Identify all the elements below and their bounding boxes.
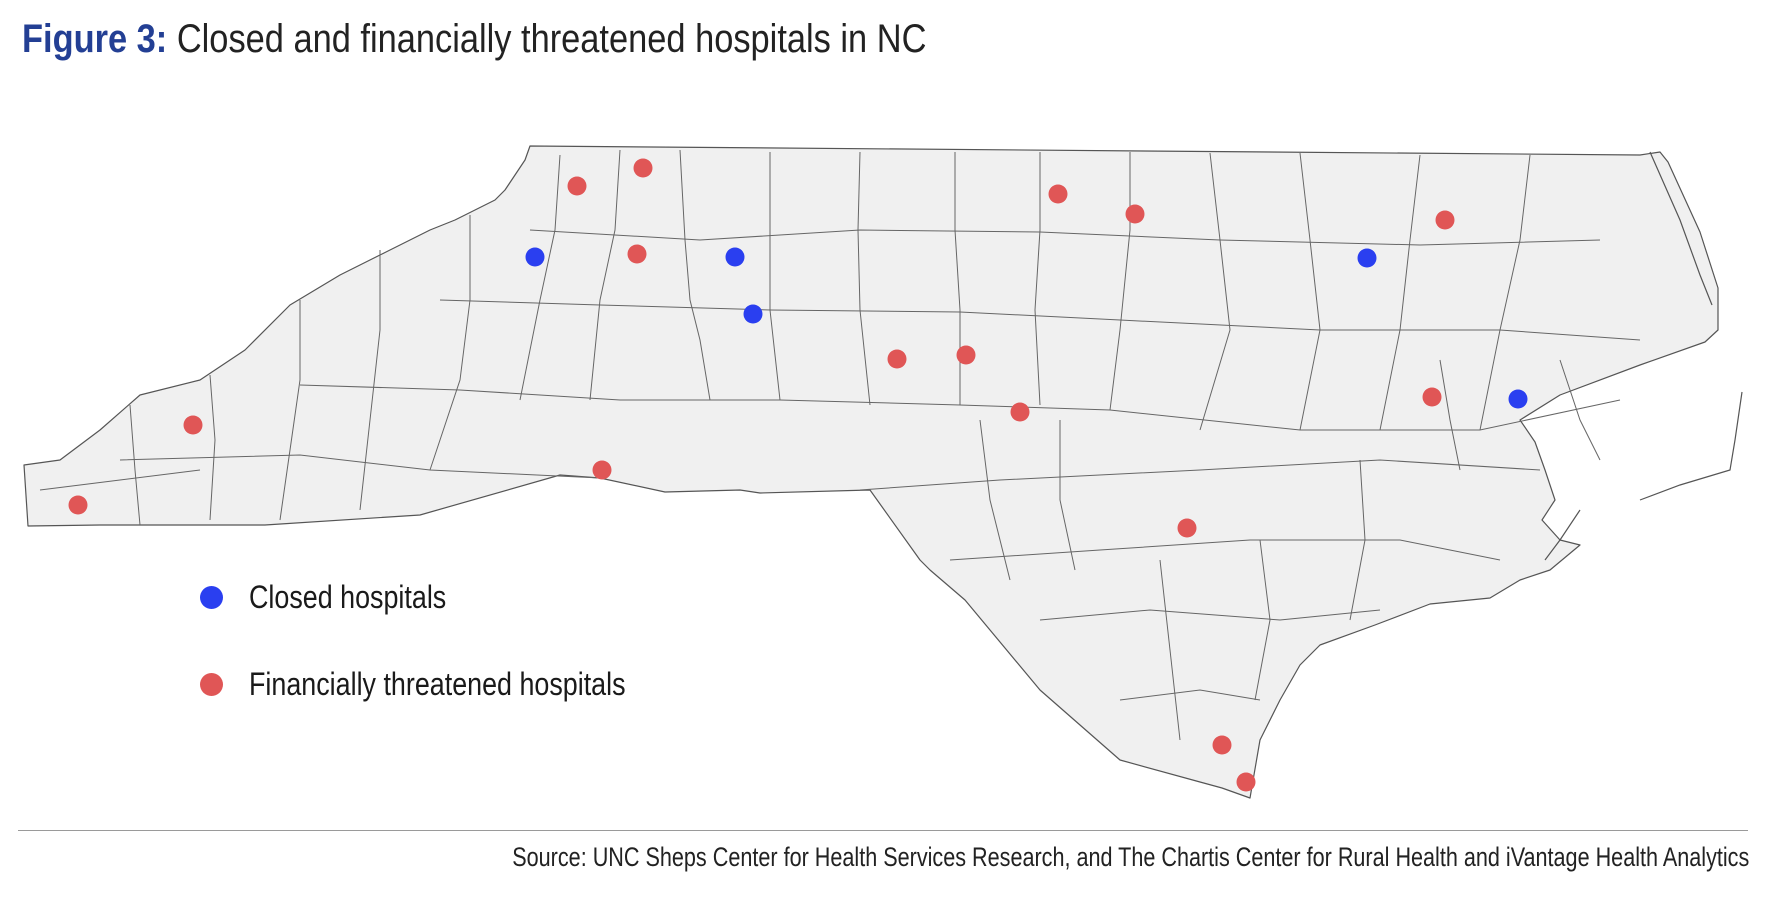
threatened-hospital-marker bbox=[956, 345, 976, 365]
threatened-hospital-marker bbox=[567, 176, 587, 196]
threatened-hospital-marker bbox=[1212, 735, 1232, 755]
threatened-hospital-marker bbox=[1010, 402, 1030, 422]
pamlico-sound-islands bbox=[1544, 509, 1581, 561]
figure-title-text: Closed and financially threatened hospit… bbox=[176, 17, 927, 61]
threatened-hospital-marker bbox=[183, 415, 203, 435]
threatened-hospital-marker bbox=[68, 495, 88, 515]
closed-hospital-marker bbox=[725, 247, 745, 267]
threatened-hospital-marker bbox=[592, 460, 612, 480]
closed-hospital-marker bbox=[525, 247, 545, 267]
legend-closed-dot bbox=[200, 585, 223, 609]
threatened-hospital-marker bbox=[887, 349, 907, 369]
hospital-markers bbox=[68, 158, 1528, 792]
legend-threatened-dot bbox=[200, 672, 223, 696]
threatened-hospital-marker bbox=[633, 158, 653, 178]
threatened-hospital-marker bbox=[1177, 518, 1197, 538]
figure-label: Figure 3: bbox=[22, 17, 168, 61]
threatened-hospital-marker bbox=[1435, 210, 1455, 230]
outer-banks-north bbox=[1649, 151, 1713, 306]
closed-hospital-marker bbox=[1357, 248, 1377, 268]
legend-threatened: Financially threatened hospitals bbox=[200, 664, 697, 704]
threatened-hospital-marker bbox=[627, 244, 647, 264]
threatened-hospital-marker bbox=[1236, 772, 1256, 792]
threatened-hospital-marker bbox=[1125, 204, 1145, 224]
legend-closed-label: Closed hospitals bbox=[249, 578, 447, 615]
footer-rule bbox=[18, 830, 1748, 831]
source-note: Source: UNC Sheps Center for Health Serv… bbox=[511, 842, 1749, 872]
closed-hospital-marker bbox=[743, 304, 763, 324]
legend-closed: Closed hospitals bbox=[200, 577, 484, 617]
figure-title: Figure 3: Closed and financially threate… bbox=[22, 14, 926, 64]
county-boundaries bbox=[39, 149, 1641, 741]
state-outline bbox=[23, 145, 1719, 799]
outer-banks-south bbox=[1639, 391, 1743, 501]
threatened-hospital-marker bbox=[1048, 184, 1068, 204]
threatened-hospital-marker bbox=[1422, 387, 1442, 407]
legend-threatened-label: Financially threatened hospitals bbox=[249, 665, 626, 702]
closed-hospital-marker bbox=[1508, 389, 1528, 409]
